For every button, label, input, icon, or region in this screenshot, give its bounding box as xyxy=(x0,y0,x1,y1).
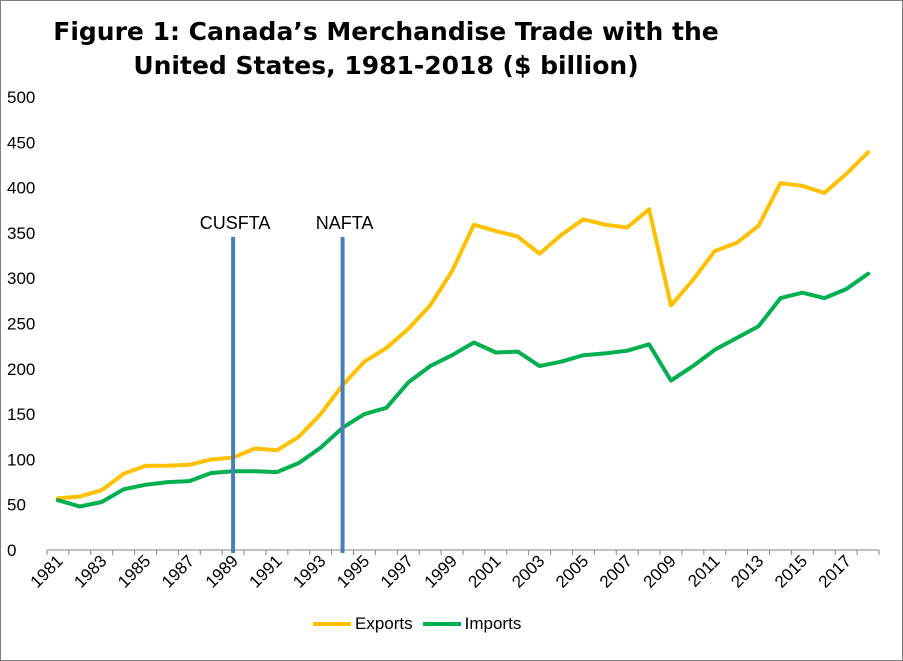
y-tick-label: 500 xyxy=(7,88,35,107)
y-tick-label: 150 xyxy=(7,405,35,424)
y-tick-label: 350 xyxy=(7,224,35,243)
x-tick-label: 1993 xyxy=(289,551,329,591)
x-tick-label: 1997 xyxy=(377,551,417,591)
x-tick-label: 2015 xyxy=(771,551,811,591)
x-tick-label: 1989 xyxy=(202,551,242,591)
x-tick-label: 2011 xyxy=(684,551,723,590)
legend-item-exports: Exports xyxy=(313,614,413,634)
x-tick-label: 1985 xyxy=(114,551,154,591)
imports-line xyxy=(55,271,871,509)
x-tick-label: 2005 xyxy=(552,551,592,591)
legend-label-exports: Exports xyxy=(355,614,413,633)
legend-item-imports: Imports xyxy=(422,614,522,634)
y-tick-label: 50 xyxy=(7,496,26,515)
legend-swatch-exports xyxy=(313,622,351,626)
x-tick-label: 2013 xyxy=(727,551,767,591)
legend-swatch-imports xyxy=(422,622,461,626)
y-tick-label: 100 xyxy=(7,450,35,469)
x-tick-label: 1995 xyxy=(333,551,373,591)
y-tick-label: 250 xyxy=(7,315,35,334)
x-tick-label: 1981 xyxy=(27,551,67,591)
x-tick-label: 1987 xyxy=(158,551,198,591)
x-tick-label: 2017 xyxy=(815,551,855,591)
x-tick-label: 2001 xyxy=(464,551,504,591)
chart-title-line-1: Figure 1: Canada’s Merchandise Trade wit… xyxy=(53,17,719,46)
x-tick-label: 1999 xyxy=(421,551,461,591)
x-tick-label: 2007 xyxy=(596,551,636,591)
annotation-label-nafta: NAFTA xyxy=(316,213,374,233)
x-tick-label: 1983 xyxy=(70,551,110,591)
legend: Exports Imports xyxy=(313,613,521,635)
chart-title: Figure 1: Canada’s Merchandise Trade wit… xyxy=(51,15,721,83)
exports-line xyxy=(55,150,871,501)
y-tick-label: 300 xyxy=(7,269,35,288)
y-tick-label: 400 xyxy=(7,179,35,198)
chart-title-line-2: United States, 1981-2018 ($ billion) xyxy=(133,51,639,80)
y-tick-label: 0 xyxy=(7,541,16,560)
legend-label-imports: Imports xyxy=(464,614,522,633)
x-tick-label: 2009 xyxy=(640,551,680,591)
x-tick-label: 2003 xyxy=(508,551,548,591)
y-tick-label: 200 xyxy=(7,360,35,379)
x-tick-label: 1991 xyxy=(246,551,286,591)
y-tick-label: 450 xyxy=(7,133,35,152)
annotation-label-cusfta: CUSFTA xyxy=(200,213,271,233)
